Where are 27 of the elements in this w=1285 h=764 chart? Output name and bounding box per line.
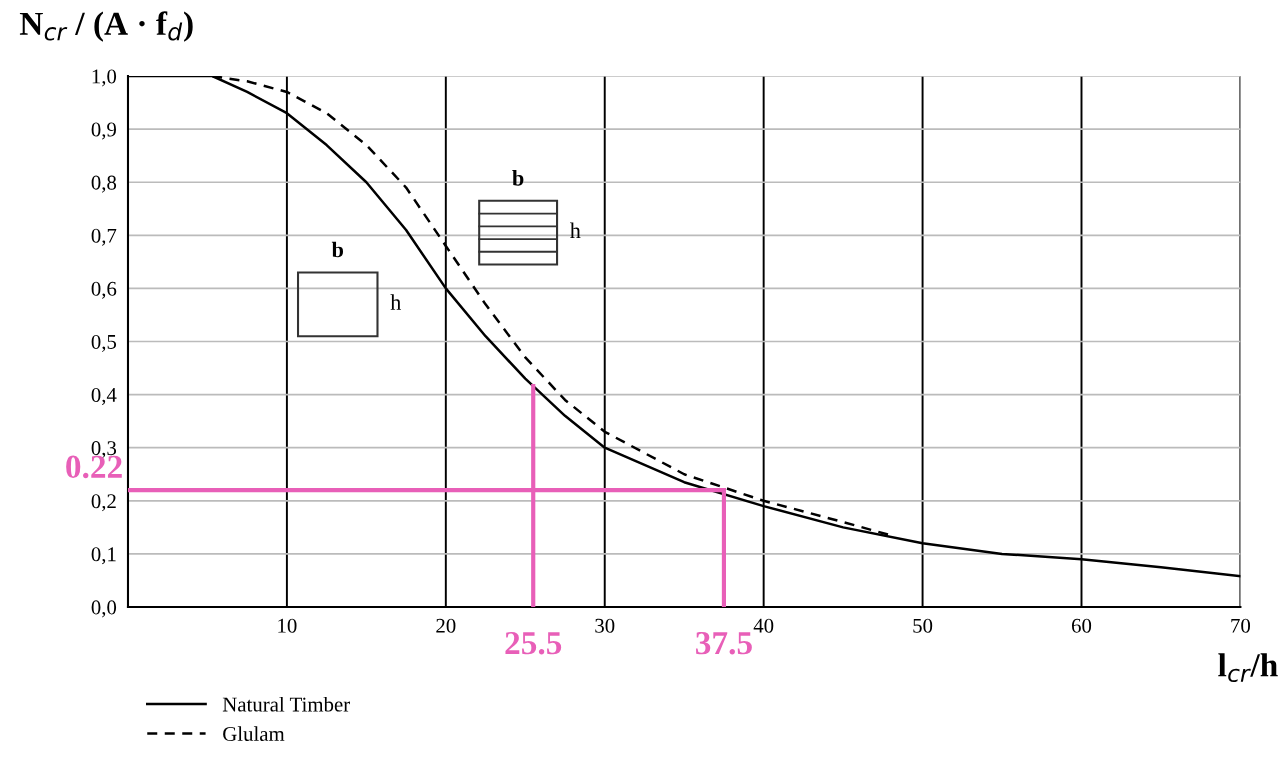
y-axis-title: N$_{cr}$ / (A · f$_{d}$): [19, 11, 193, 42]
x-tick-label: 50: [913, 618, 933, 633]
y-tick-label: 1,0: [92, 69, 117, 87]
annotation: h: [570, 222, 581, 238]
ref-line-label: 25.5: [505, 631, 562, 655]
x-tick-label: 30: [595, 618, 615, 633]
ref-line-label: 37.5: [696, 631, 752, 655]
y-tick-label: 0,9: [91, 122, 117, 140]
y-tick-label: 0,1: [91, 547, 116, 565]
legend-label: Natural Timber: [222, 696, 350, 712]
x-tick-label: 40: [753, 618, 774, 633]
x-axis-title: l$_{cr}$/h: [1218, 653, 1278, 683]
x-tick-label: 20: [436, 618, 456, 633]
annotation: h: [390, 294, 402, 310]
y-tick-label: 0,2: [91, 494, 116, 512]
annotation: b: [331, 241, 344, 258]
y-tick-label: 0,5: [91, 334, 117, 352]
annotation: b: [512, 170, 524, 186]
x-tick-label: 60: [1071, 618, 1092, 633]
x-tick-label: 70: [1231, 618, 1251, 633]
y-tick-label: 0,4: [91, 387, 117, 406]
legend-label: Glulam: [223, 726, 285, 742]
y-tick-label: 0,6: [91, 281, 117, 299]
x-tick-label: 10: [278, 618, 297, 633]
y-tick-label: 0,7: [91, 228, 117, 246]
y-tick-label: 0,0: [91, 600, 117, 618]
y-tick-label: 0,8: [91, 175, 117, 193]
